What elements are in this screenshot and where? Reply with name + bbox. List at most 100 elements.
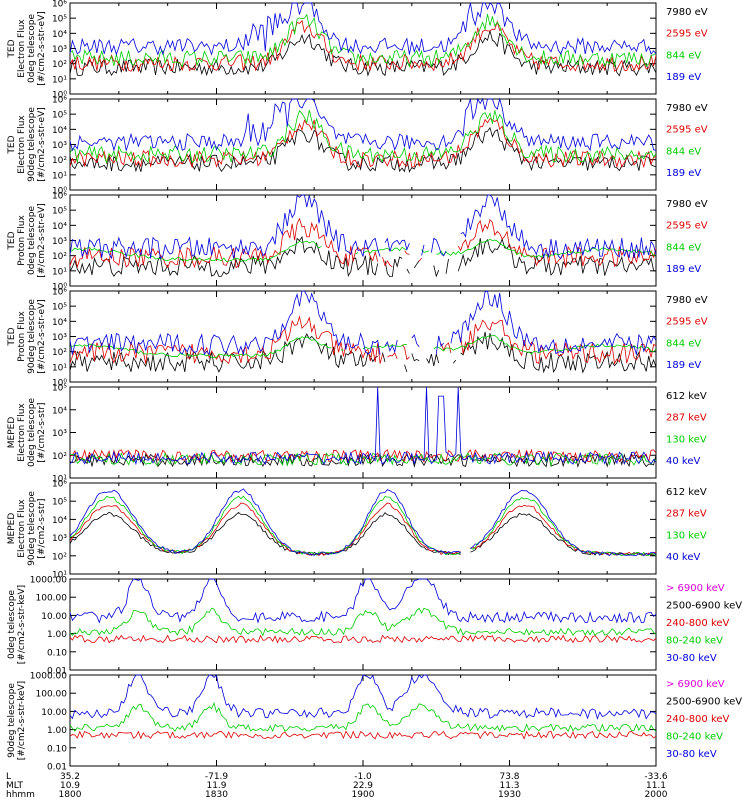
footer-value: 11.9 [206, 781, 226, 791]
legend-entry: > 6900 keV [666, 583, 725, 594]
series-trace [69, 13, 657, 68]
series-trace [69, 335, 657, 359]
series-trace [69, 607, 657, 637]
footer-row-label: hhmm [6, 790, 35, 800]
y-tick-label: 0.10 [47, 648, 67, 658]
y-tick-label: 100.00 [36, 594, 68, 604]
series-trace [69, 97, 657, 152]
y-axis-label: MEPED [7, 417, 17, 449]
y-tick-label: 10² [52, 552, 67, 562]
y-tick-label: 10³ [52, 429, 67, 439]
legend-entry: 844 eV [666, 50, 701, 61]
footer-value: -71.9 [205, 772, 229, 782]
series-trace [69, 488, 657, 557]
y-tick-label: 10⁴ [52, 126, 67, 136]
footer-value: -1.0 [354, 772, 372, 782]
footer-value: 10.9 [60, 781, 80, 791]
legend-entry: 30-80 keV [666, 653, 717, 664]
series-trace [69, 194, 657, 260]
panel-2: 10⁰ 10¹ 10² 10³ 10⁴ 10⁵ 10⁶ TED Proton Flux 0deg … [7, 192, 708, 293]
panel-5: 10¹ 10² 10³ 10⁴ 10⁵ 10⁶ MEPED Electron Flux 90de… [7, 480, 707, 581]
y-tick-label: 10² [52, 60, 67, 70]
series-trace [69, 117, 657, 169]
footer-value: 11.1 [646, 781, 666, 791]
y-tick-label: 10⁴ [52, 30, 67, 40]
y-tick-label: 10.00 [41, 708, 67, 718]
panel-0: 10⁰ 10¹ 10² 10³ 10⁴ 10⁵ 10⁶ TED Electron Flux 0de… [7, 0, 708, 101]
legend-entry: 30-80 keV [666, 749, 717, 760]
y-tick-label: 10² [52, 348, 67, 358]
series-trace [69, 701, 657, 733]
legend-entry: 189 eV [666, 264, 701, 275]
footer-value: 1800 [59, 790, 82, 800]
series-trace [69, 495, 657, 557]
footer-row-label: MLT [6, 781, 24, 791]
y-axis-label: 90deg telescope [27, 299, 37, 374]
legend-entry: 240-800 keV [666, 714, 730, 725]
y-axis-label: [#/cm2-s-str-eV] [37, 107, 47, 182]
legend-entry: 844 eV [666, 146, 701, 157]
legend-entry: 2595 eV [666, 125, 708, 136]
legend-entry: 2500-6900 keV [666, 601, 742, 612]
y-axis-label: TED [7, 39, 17, 58]
footer-row-label: L [6, 772, 11, 782]
y-tick-label: 1000.00 [30, 576, 67, 586]
y-axis-label: 90deg telescope [27, 491, 37, 566]
y-tick-label: 10³ [52, 45, 67, 55]
y-tick-label: 10⁶ [52, 480, 67, 490]
y-axis-label: Electron Flux [17, 499, 27, 558]
panel-frame [69, 194, 657, 287]
y-axis-label: 0deg telescope [27, 206, 37, 276]
series-trace [69, 386, 657, 466]
y-tick-label: 10¹ [52, 75, 67, 85]
legend-entry: 844 eV [666, 242, 701, 253]
y-tick-label: 10² [52, 156, 67, 166]
series-trace [69, 502, 657, 557]
legend-entry: 2595 eV [666, 29, 708, 40]
y-tick-label: 10³ [52, 237, 67, 247]
y-tick-label: 10⁶ [52, 96, 67, 106]
y-axis-label: 90deg telescope [27, 107, 37, 182]
y-tick-label: 10¹ [52, 571, 67, 581]
y-tick-label: 10⁰ [52, 187, 67, 197]
series-trace [69, 448, 657, 464]
y-tick-label: 10³ [52, 141, 67, 151]
y-tick-label: 10¹ [52, 267, 67, 277]
y-tick-label: 0.01 [47, 763, 67, 773]
legend-entry: 2595 eV [666, 221, 708, 232]
y-axis-label: 0deg telescope [7, 590, 17, 660]
y-tick-label: 0.10 [47, 744, 67, 754]
legend-entry: 80-240 keV [666, 732, 723, 743]
panel-1: 10⁰ 10¹ 10² 10³ 10⁴ 10⁵ 10⁶ TED Electron Flux 90d… [7, 96, 708, 197]
y-tick-label: 10¹ [52, 363, 67, 373]
panel-4: 10¹ 10² 10³ 10⁴ 10⁵ MEPED Electron Flux 0deg te… [7, 384, 707, 485]
series-trace [69, 315, 657, 365]
legend-entry: 844 eV [666, 338, 701, 349]
series-trace [69, 238, 657, 262]
legend-entry: 2500-6900 keV [666, 697, 742, 708]
series-trace [69, 109, 657, 165]
legend-entry: 80-240 keV [666, 636, 723, 647]
legend-entry: 7980 eV [666, 103, 708, 114]
series-trace [69, 730, 657, 740]
panel-6: 0.01 0.10 1.00 10.00 100.00 1000.00 0deg teles… [7, 576, 742, 677]
y-axis-label: Electron Flux [17, 19, 27, 78]
series-trace [69, 578, 657, 624]
series-trace [69, 217, 657, 269]
y-tick-label: 10⁰ [52, 379, 67, 389]
series-trace [69, 30, 657, 77]
series-trace [69, 331, 657, 374]
footer-value: 2000 [645, 790, 668, 800]
series-trace [69, 290, 657, 356]
legend-entry: 7980 eV [666, 199, 708, 210]
y-tick-label: 10⁵ [52, 111, 67, 121]
footer-value: 35.2 [60, 772, 80, 782]
footer-value: 11.3 [499, 781, 519, 791]
footer-value: 1900 [352, 790, 375, 800]
series-trace [69, 511, 657, 557]
series-trace [69, 674, 657, 720]
y-axis-label: Electron Flux [17, 115, 27, 174]
y-tick-label: 10⁶ [52, 288, 67, 298]
y-axis-label: TED [7, 327, 17, 346]
y-tick-label: 10⁴ [52, 516, 67, 526]
